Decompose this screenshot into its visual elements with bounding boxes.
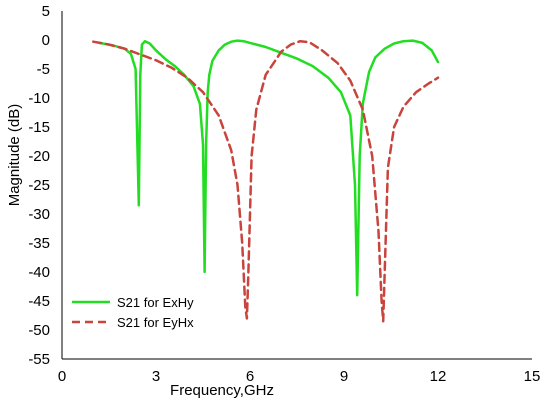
series-line-1 <box>98 39 440 297</box>
y-tick-label: -40 <box>28 264 50 281</box>
x-tick-label: 12 <box>430 368 447 385</box>
y-tick-label: 0 <box>42 32 50 49</box>
y-tick-label: -5 <box>37 61 50 78</box>
series-layer <box>92 39 440 323</box>
y-axis-title: Magnitude (dB) <box>6 104 23 207</box>
y-tick-label: -10 <box>28 90 50 107</box>
x-tick-label: 9 <box>340 368 348 385</box>
y-tick-label: -35 <box>28 235 50 252</box>
x-axis-title: Frequency,GHz <box>170 382 274 399</box>
y-tick-labels: 5 0 -5 -10 -15 -20 -25 -30 -35 -40 -45 -50 -55 <box>28 3 50 368</box>
y-tick-label: -25 <box>28 177 50 194</box>
y-tick-label: -30 <box>28 206 50 223</box>
x-tick-label: 3 <box>152 368 160 385</box>
x-tick-labels: 0 3 6 9 12 15 <box>58 368 541 385</box>
legend: S21 for ExHy S21 for EyHx <box>72 295 194 330</box>
x-tick-label: 15 <box>524 368 541 385</box>
y-tick-label: -15 <box>28 119 50 136</box>
y-tick-label: -55 <box>28 351 50 368</box>
x-tick-label: 0 <box>58 368 66 385</box>
y-tick-label: -20 <box>28 148 50 165</box>
y-tick-label: -50 <box>28 322 50 339</box>
legend-label-2: S21 for EyHx <box>117 315 194 330</box>
axes <box>61 11 532 360</box>
y-tick-label: -45 <box>28 293 50 310</box>
legend-label-1: S21 for ExHy <box>117 295 194 310</box>
x-tick-label: 6 <box>246 368 254 385</box>
series-line-2 <box>92 39 440 323</box>
y-tick-label: 5 <box>42 3 50 20</box>
